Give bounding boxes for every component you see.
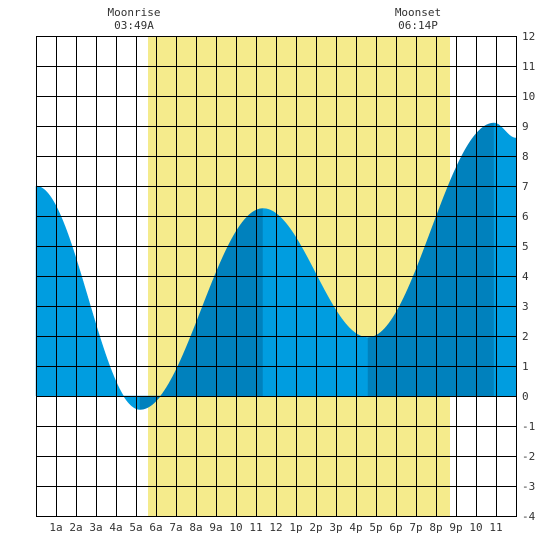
plot-frame — [36, 36, 517, 517]
x-tick-label: 2a — [69, 521, 82, 534]
x-tick-label: 6a — [149, 521, 162, 534]
x-tick-label: 1a — [49, 521, 62, 534]
x-tick-label: 4p — [349, 521, 362, 534]
x-tick-label: 2p — [309, 521, 322, 534]
moonset-label: Moonset — [395, 6, 441, 19]
tide-rising-segment — [367, 122, 495, 397]
x-tick-label: 9a — [209, 521, 222, 534]
x-tick-label: 8a — [189, 521, 202, 534]
x-tick-label: 8p — [429, 521, 442, 534]
y-tick-label: 9 — [522, 120, 529, 133]
x-tick-label: 11 — [489, 521, 502, 534]
x-tick-label: 3a — [89, 521, 102, 534]
y-tick-label: 1 — [522, 360, 529, 373]
x-tick-label: 1p — [289, 521, 302, 534]
y-tick-label: 10 — [522, 90, 535, 103]
x-tick-label: 3p — [329, 521, 342, 534]
x-tick-label: 4a — [109, 521, 122, 534]
y-tick-label: 12 — [522, 30, 535, 43]
x-tick-label: 5p — [369, 521, 382, 534]
x-tick-label: 10 — [469, 521, 482, 534]
y-tick-label: 6 — [522, 210, 529, 223]
x-tick-label: 9p — [449, 521, 462, 534]
tide-areas — [35, 122, 517, 410]
y-tick-label: -1 — [522, 420, 535, 433]
y-tick-label: 11 — [522, 60, 535, 73]
y-tick-label: 0 — [522, 390, 529, 403]
y-tick-label: 5 — [522, 240, 529, 253]
x-tick-label: 10 — [229, 521, 242, 534]
moonset-time: 06:14P — [398, 19, 438, 32]
x-axis-labels: 1a 2a 3a 4a 5a 6a 7a 8a 9a 10 11 12 1p 2p 3p 4p 5p 6p 7p 8p… — [49, 521, 502, 534]
y-tick-label: -4 — [522, 510, 536, 523]
x-tick-label: 7a — [169, 521, 182, 534]
y-tick-label: 3 — [522, 300, 529, 313]
y-tick-label: 7 — [522, 180, 529, 193]
y-tick-label: 2 — [522, 330, 529, 343]
moonrise-time: 03:49A — [114, 19, 154, 32]
tide-falling-segment — [35, 185, 141, 410]
x-tick-label: 6p — [389, 521, 402, 534]
x-tick-label: 7p — [409, 521, 422, 534]
y-tick-label: -2 — [522, 450, 535, 463]
y-tick-label: 8 — [522, 150, 529, 163]
moonrise-label: Moonrise — [108, 6, 161, 19]
x-tick-label: 5a — [129, 521, 142, 534]
x-tick-label: 11 — [249, 521, 262, 534]
y-tick-label: -3 — [522, 480, 535, 493]
y-tick-label: 4 — [522, 270, 529, 283]
x-tick-label: 12 — [269, 521, 282, 534]
tide-falling-segment — [493, 122, 517, 397]
